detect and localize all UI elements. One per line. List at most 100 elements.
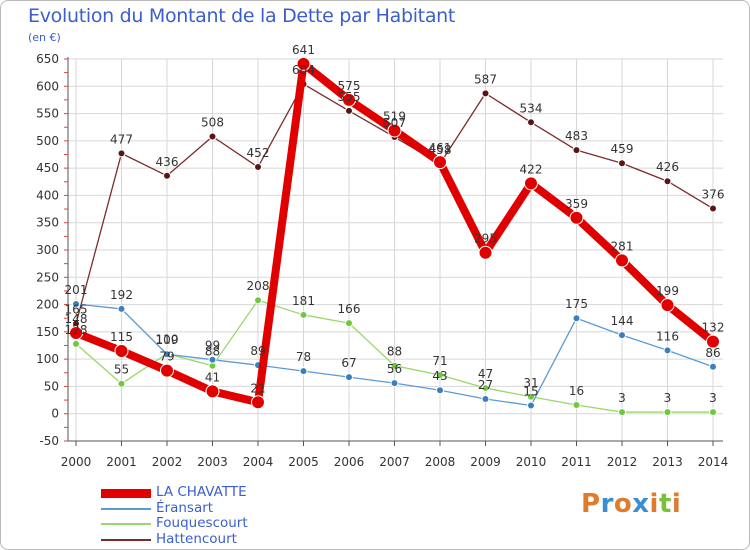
logo-letter: r (600, 489, 614, 519)
data-point (527, 392, 535, 401)
data-point (117, 379, 126, 388)
proxiti-logo: Proxiti (581, 489, 681, 519)
logo-letter: o (613, 489, 633, 519)
legend-label: Hattencourt (156, 530, 237, 547)
data-label: 208 (247, 279, 270, 293)
y-tick-label: 450 (36, 161, 59, 175)
y-tick-label: 300 (36, 243, 59, 257)
data-label: 31 (523, 376, 538, 390)
legend-label: Fouquescourt (156, 515, 248, 531)
x-tick-label: 2001 (106, 455, 137, 469)
logo-letter: i (649, 489, 659, 519)
data-label: 483 (565, 129, 588, 143)
data-label: 116 (656, 329, 679, 343)
data-point (709, 204, 717, 213)
data-label: 477 (110, 132, 133, 146)
data-point (345, 106, 353, 115)
data-point (390, 361, 399, 370)
x-tick-label: 2009 (470, 455, 501, 469)
y-tick-label: 550 (36, 107, 59, 121)
data-point (481, 394, 490, 403)
data-point (69, 325, 83, 340)
data-label: 175 (565, 297, 588, 311)
y-tick-label: 200 (36, 298, 59, 312)
data-label: 166 (338, 302, 361, 316)
logo-letter: x (632, 489, 650, 519)
data-point (345, 373, 353, 382)
data-point (524, 176, 538, 191)
data-point (660, 298, 675, 313)
x-tick-label: 2014 (698, 455, 729, 469)
data-label: 359 (565, 197, 588, 211)
data-point (618, 408, 626, 417)
data-point (254, 163, 262, 172)
data-point (709, 362, 717, 371)
data-label: 422 (520, 162, 543, 176)
legend-label: Éransart (156, 499, 214, 516)
data-label: 89 (250, 344, 265, 358)
data-point (663, 177, 672, 186)
data-label: 192 (110, 288, 133, 302)
data-point (208, 355, 217, 364)
data-label: 199 (656, 284, 679, 298)
data-label: 128 (65, 323, 88, 337)
x-tick-label: 2002 (152, 455, 183, 469)
data-point (572, 314, 581, 323)
data-label: 71 (432, 354, 447, 368)
x-tick-label: 2003 (197, 455, 228, 469)
data-label: 110 (156, 333, 179, 347)
data-label: 181 (292, 294, 315, 308)
data-label: 79 (159, 350, 174, 364)
x-tick-label: 2005 (288, 455, 319, 469)
x-tick-label: 2000 (61, 455, 92, 469)
data-label: 99 (205, 339, 220, 353)
logo-letter: P (581, 489, 601, 519)
data-point (299, 310, 308, 319)
y-tick-label: 150 (36, 325, 59, 339)
y-tick-label: 600 (36, 79, 59, 93)
y-tick-label: 650 (36, 52, 59, 66)
data-point (163, 171, 171, 180)
data-label: 43 (432, 369, 447, 383)
data-point (663, 346, 672, 355)
data-label: 461 (429, 141, 452, 155)
data-label: 88 (205, 345, 220, 359)
data-point (572, 400, 581, 409)
data-label: 165 (65, 303, 88, 317)
data-point (117, 149, 126, 158)
data-label: 115 (110, 330, 133, 344)
data-label: 458 (429, 143, 452, 157)
y-tick-label: 100 (36, 352, 59, 366)
y-tick-label: 0 (51, 407, 59, 421)
data-label: 16 (569, 384, 584, 398)
data-point (205, 384, 220, 399)
x-tick-label: 2012 (607, 455, 638, 469)
data-label: 88 (387, 345, 402, 359)
x-tick-label: 2008 (425, 455, 456, 469)
logo-letter: t (658, 489, 672, 519)
data-point (296, 56, 311, 71)
y-tick-label: -50 (39, 434, 59, 448)
y-tick-label: 250 (36, 270, 59, 284)
data-point (615, 253, 629, 268)
data-point (72, 300, 80, 309)
data-point (160, 363, 174, 378)
x-tick-label: 2004 (243, 455, 274, 469)
data-label: 436 (156, 155, 179, 169)
data-label: 67 (341, 356, 356, 370)
data-label: 78 (296, 350, 311, 364)
data-point (481, 89, 490, 98)
data-point (387, 123, 402, 138)
data-point (163, 350, 171, 359)
data-point (481, 384, 490, 393)
legend-swatch (101, 538, 151, 541)
data-point (436, 370, 444, 379)
data-label: 604 (292, 63, 315, 77)
data-point (706, 334, 720, 349)
data-label: 555 (338, 90, 361, 104)
y-tick-label: 500 (36, 134, 59, 148)
data-label: 376 (702, 188, 725, 202)
data-point (254, 296, 262, 305)
